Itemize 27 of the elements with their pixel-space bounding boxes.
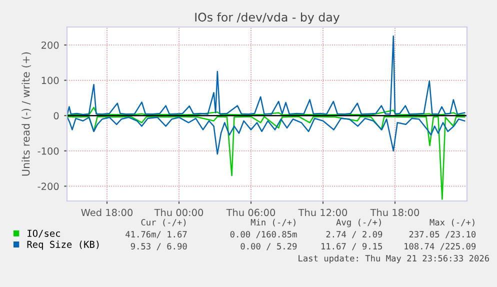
- legend-label: Req Size (KB): [27, 240, 99, 250]
- y-tick-label: 100: [42, 76, 59, 84]
- text: Avg (-/+): [336, 218, 381, 228]
- text: 11.67 / 9.15: [322, 243, 382, 250]
- text: 0.00 / 5.29: [240, 243, 297, 250]
- x-tick-label: Thu 12:00: [298, 208, 348, 216]
- x-tick-label: Thu 06:00: [226, 208, 276, 216]
- y-tick-label: -200: [38, 182, 59, 190]
- text: 237.05 /23.10: [409, 231, 476, 238]
- legend-label: IO/sec: [28, 230, 60, 238]
- y-tick-label: 0: [54, 112, 59, 120]
- text: 41.76m/ 1.67: [126, 231, 187, 238]
- y-tick-label: 200: [42, 41, 59, 49]
- text: 108.74 /225.09: [404, 243, 476, 250]
- text: Cur (-/+): [141, 218, 186, 227]
- text: 9.53 / 6.90: [130, 243, 187, 250]
- text: Max (-/+): [430, 218, 474, 227]
- text: Min (-/+): [250, 218, 296, 227]
- chart-title: IOs for /dev/vda - by day: [195, 12, 340, 24]
- text: Last update: Thu May 21 23:56:33 2026: [298, 254, 489, 264]
- text: 2.74 / 2.09: [326, 231, 382, 238]
- x-tick-label: Thu 18:00: [370, 208, 420, 216]
- x-tick-label: Thu 00:00: [154, 208, 204, 216]
- text: 0.00 /160.85m: [230, 231, 297, 238]
- x-tick-label: Wed 18:00: [81, 208, 133, 216]
- y-axis-title: Units read (-) / write (+): [22, 52, 31, 176]
- y-tick-label: -100: [38, 147, 59, 155]
